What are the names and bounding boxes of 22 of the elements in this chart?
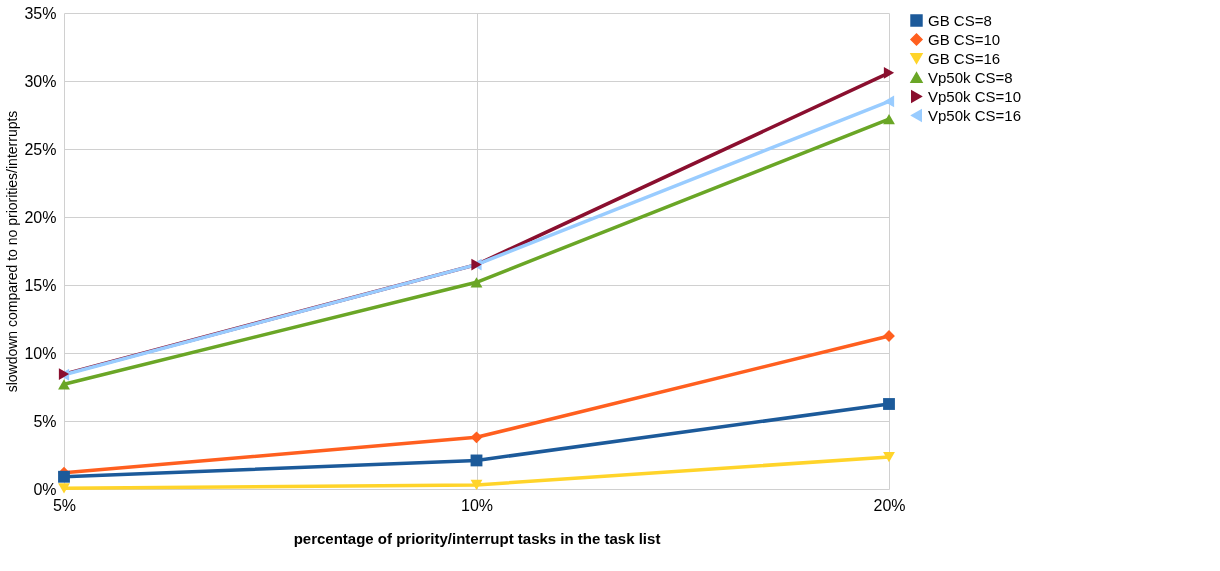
legend-label: GB CS=10 — [928, 30, 1001, 48]
y-tick-label: 15% — [24, 276, 57, 294]
x-tick-label: 20% — [873, 496, 906, 514]
legend-label: Vp50k CS=16 — [928, 106, 1021, 124]
point — [883, 66, 895, 79]
x-tick-label: 5% — [52, 496, 77, 514]
y-tick-label: 20% — [24, 208, 57, 226]
y-tick-label: 30% — [24, 72, 57, 90]
y-tick-label: 10% — [24, 344, 57, 362]
y-tick-label: 35% — [24, 4, 57, 22]
legend-label: GB CS=8 — [928, 11, 992, 29]
x-tick-label: 10% — [460, 496, 494, 514]
y-tick-label: 5% — [33, 412, 57, 430]
legend-label: Vp50k CS=8 — [928, 68, 1013, 86]
x-axis-title: percentage of priority/interrupt tasks in the task list — [293, 529, 661, 547]
legend-label: GB CS=16 — [928, 49, 1001, 67]
y-tick-label: 25% — [24, 140, 57, 158]
y-tick-label: 0% — [33, 480, 57, 498]
point — [58, 483, 70, 494]
legend-label: Vp50k CS=10 — [928, 87, 1021, 105]
point — [58, 470, 70, 483]
y-axis-title: slowdown compared to no priorities/interrupts — [4, 110, 21, 393]
